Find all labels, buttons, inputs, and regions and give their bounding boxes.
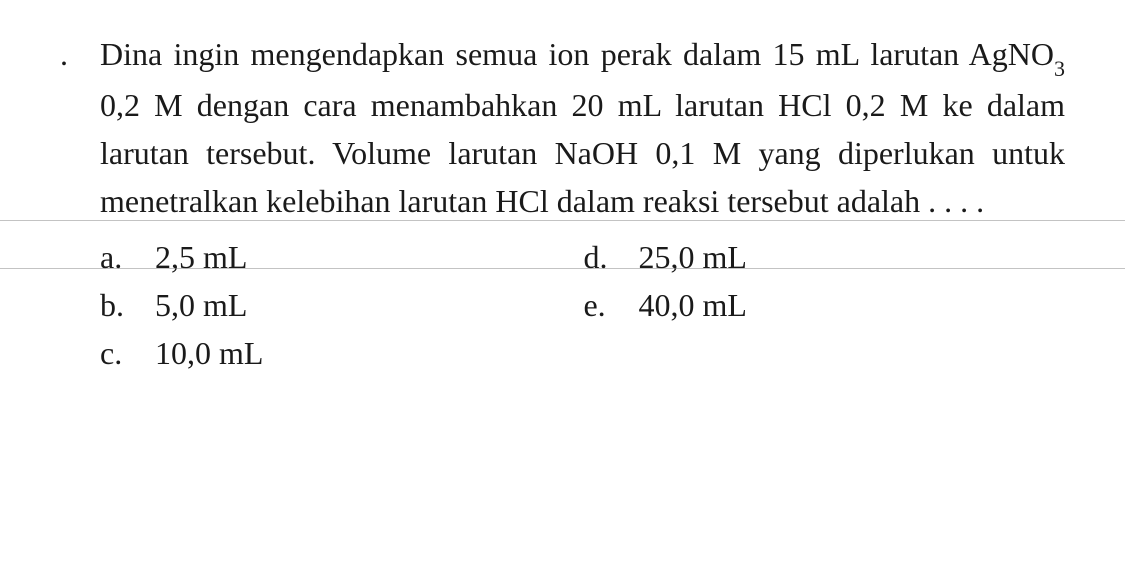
options-container: a. 2,5 mL b. 5,0 mL c. 10,0 mL d. 25,0 m… (100, 233, 1065, 377)
option-e: e. 40,0 mL (583, 281, 746, 329)
option-b: b. 5,0 mL (100, 281, 263, 329)
question-subscript-1: 3 (1054, 56, 1065, 81)
option-a: a. 2,5 mL (100, 233, 263, 281)
option-letter: a. (100, 233, 155, 281)
option-d: d. 25,0 mL (583, 233, 746, 281)
horizontal-rule-2 (0, 268, 1125, 269)
horizontal-rule-1 (0, 220, 1125, 221)
question-content: Dina ingin mengendapkan semua ion perak … (100, 30, 1065, 377)
options-column-left: a. 2,5 mL b. 5,0 mL c. 10,0 mL (100, 233, 263, 377)
option-value: 10,0 mL (155, 329, 263, 377)
question-part-2: 0,2 M dengan cara menambahkan 20 mL laru… (100, 87, 1065, 219)
option-value: 40,0 mL (638, 281, 746, 329)
question-bullet: . (60, 30, 80, 78)
option-value: 25,0 mL (638, 233, 746, 281)
question-part-1: Dina ingin mengendapkan semua ion perak … (100, 36, 1054, 72)
option-c: c. 10,0 mL (100, 329, 263, 377)
option-value: 5,0 mL (155, 281, 263, 329)
question-container: . Dina ingin mengendapkan semua ion pera… (60, 30, 1065, 377)
option-letter: b. (100, 281, 155, 329)
option-letter: d. (583, 233, 638, 281)
option-letter: c. (100, 329, 155, 377)
option-value: 2,5 mL (155, 233, 263, 281)
question-text: Dina ingin mengendapkan semua ion perak … (100, 30, 1065, 225)
option-letter: e. (583, 281, 638, 329)
options-column-right: d. 25,0 mL e. 40,0 mL (583, 233, 746, 377)
